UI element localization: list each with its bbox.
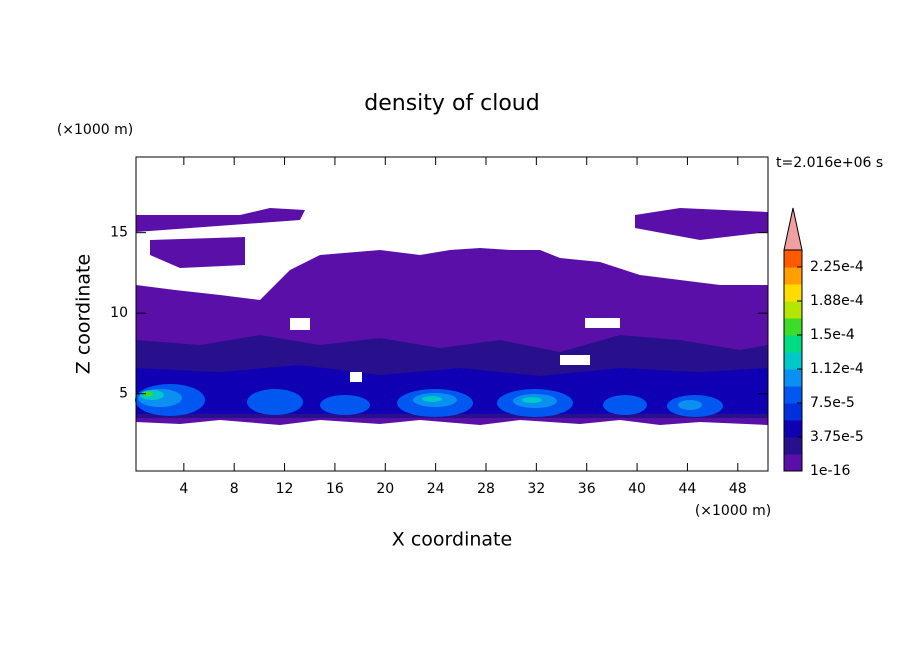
colorbar-tick-label: 1e-16 [810, 463, 850, 479]
colorbar-band [784, 369, 802, 387]
colorbar-band [784, 403, 802, 421]
colorbar-band [784, 352, 802, 370]
y-tick-label: 10 [110, 305, 128, 321]
colorbar-band [784, 454, 802, 472]
colorbar-tick-label: 1.12e-4 [810, 361, 864, 377]
x-axis-label: X coordinate [392, 529, 512, 551]
x-tick-label: 24 [427, 481, 445, 497]
colorbar-band [784, 301, 802, 319]
colorbar-band [784, 437, 802, 455]
colorbar-band [784, 250, 802, 268]
x-tick-label: 4 [179, 481, 188, 497]
contour-field [135, 208, 768, 425]
y-unit: (×1000 m) [57, 122, 133, 138]
colorbar-band [784, 284, 802, 302]
colorbar-frame [783, 249, 803, 472]
colorbar-band [784, 420, 802, 438]
colorbar-tick-label: 1.88e-4 [810, 293, 864, 309]
colorbar-tick-label: 3.75e-5 [810, 429, 864, 445]
x-unit: (×1000 m) [695, 503, 771, 519]
y-tick-label: 5 [119, 386, 128, 402]
colorbar-band [784, 335, 802, 353]
x-tick-label: 28 [477, 481, 495, 497]
x-tick-label: 44 [679, 481, 697, 497]
x-tick-label: 32 [527, 481, 545, 497]
x-tick-label: 8 [230, 481, 239, 497]
time-label: t=2.016e+06 s [776, 155, 883, 171]
plot-frame [135, 156, 769, 472]
x-tick-label: 12 [276, 481, 294, 497]
colorbar-tick-label: 1.5e-4 [810, 327, 855, 343]
x-tick-label: 48 [729, 481, 747, 497]
colorbar-band [784, 318, 802, 336]
x-tick-label: 40 [628, 481, 646, 497]
colorbar-tick-label: 2.25e-4 [810, 259, 864, 275]
chart-title: density of cloud [364, 91, 539, 116]
x-tick-label: 36 [578, 481, 596, 497]
x-tick-label: 16 [326, 481, 344, 497]
colorbar-extend [783, 207, 803, 251]
colorbar-tick-label: 7.5e-5 [810, 395, 855, 411]
colorbar-band [784, 267, 802, 285]
y-axis-label: Z coordinate [73, 254, 95, 374]
colorbar-band [784, 386, 802, 404]
x-tick-label: 20 [376, 481, 394, 497]
y-tick-label: 15 [110, 225, 128, 241]
